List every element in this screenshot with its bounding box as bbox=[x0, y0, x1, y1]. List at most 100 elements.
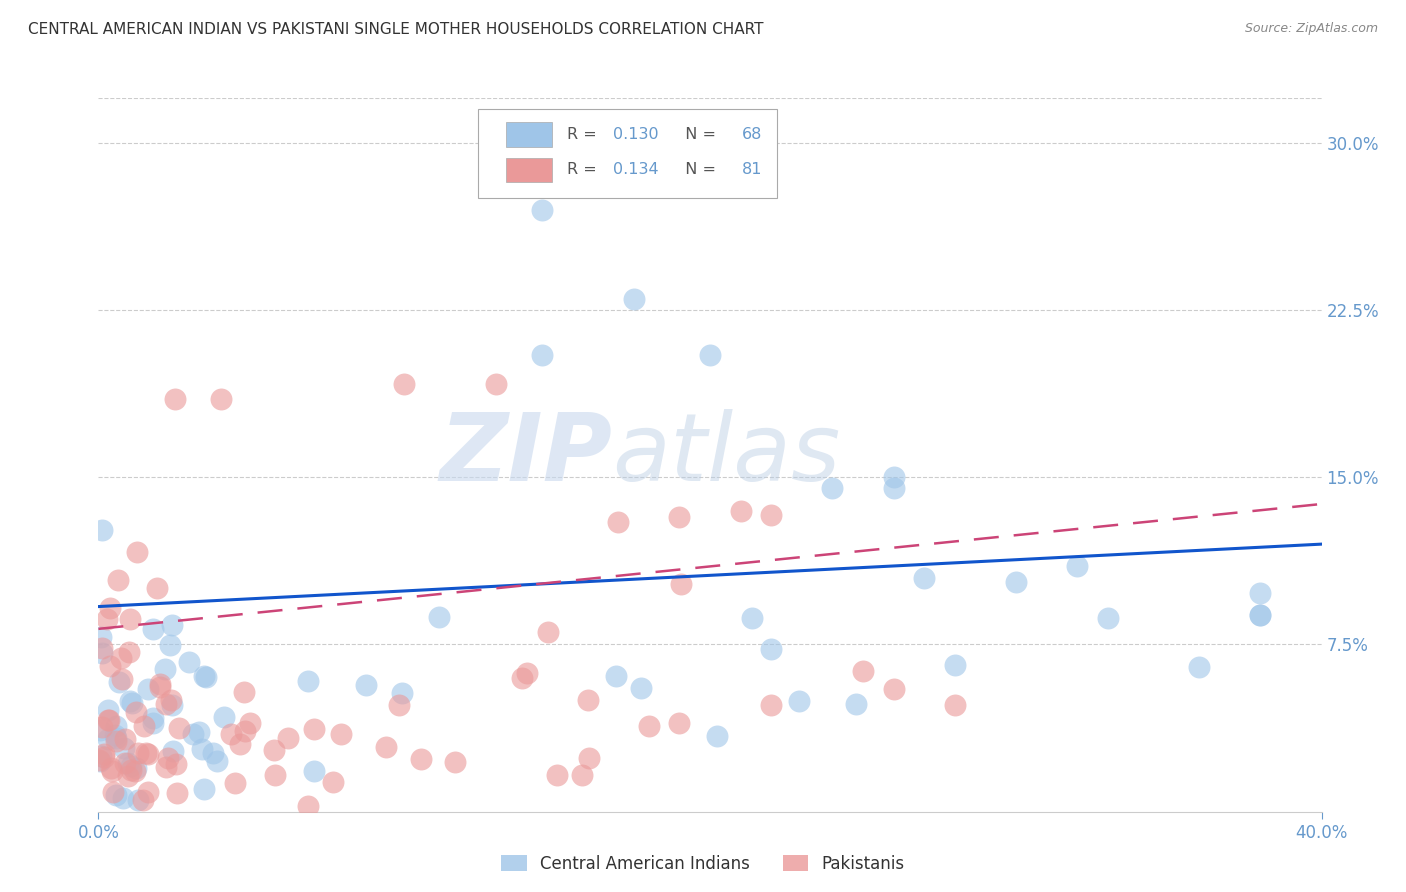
Point bbox=[228, 737, 250, 751]
Point bbox=[97, 713, 120, 727]
Point bbox=[156, 751, 179, 765]
Point bbox=[699, 348, 721, 362]
Point bbox=[943, 698, 966, 712]
Point bbox=[162, 744, 184, 758]
Point bbox=[177, 655, 200, 669]
Point bbox=[135, 746, 157, 760]
Point bbox=[97, 731, 120, 746]
Point bbox=[302, 722, 325, 736]
Point bbox=[409, 752, 432, 766]
Point bbox=[155, 760, 177, 774]
Point bbox=[537, 624, 560, 639]
Point bbox=[136, 747, 159, 761]
Point bbox=[100, 761, 122, 775]
Point bbox=[114, 731, 136, 746]
Point bbox=[120, 611, 142, 625]
Point bbox=[239, 716, 262, 731]
Point bbox=[1249, 608, 1271, 623]
Point bbox=[91, 646, 114, 660]
Point bbox=[159, 693, 181, 707]
Point bbox=[546, 768, 568, 782]
Point bbox=[263, 743, 285, 757]
Point bbox=[104, 728, 127, 742]
Point bbox=[194, 670, 217, 684]
Point bbox=[132, 793, 155, 807]
Point bbox=[142, 711, 165, 725]
Point bbox=[120, 694, 142, 708]
Point bbox=[125, 761, 148, 775]
Point bbox=[571, 767, 593, 781]
Point bbox=[98, 713, 121, 727]
Point bbox=[706, 730, 728, 744]
Point bbox=[759, 508, 782, 523]
Point bbox=[209, 392, 232, 407]
Point bbox=[297, 799, 319, 814]
Point bbox=[232, 684, 254, 698]
Point bbox=[943, 657, 966, 672]
Point bbox=[91, 523, 114, 537]
Point bbox=[510, 671, 533, 685]
Point bbox=[105, 734, 128, 748]
Text: 0.134: 0.134 bbox=[613, 162, 659, 178]
Point bbox=[191, 742, 214, 756]
Point bbox=[97, 703, 120, 717]
Text: 68: 68 bbox=[742, 127, 762, 142]
Point bbox=[193, 781, 215, 796]
Text: N =: N = bbox=[675, 162, 721, 178]
Point bbox=[912, 571, 935, 585]
Point bbox=[668, 510, 690, 524]
Point bbox=[136, 682, 159, 697]
Point bbox=[107, 573, 129, 587]
Point bbox=[159, 638, 181, 652]
Point bbox=[166, 786, 188, 800]
Point bbox=[1249, 608, 1271, 623]
Point bbox=[93, 750, 115, 764]
Point bbox=[429, 609, 451, 624]
Point bbox=[302, 764, 325, 778]
Point bbox=[132, 719, 155, 733]
Point bbox=[852, 664, 875, 678]
Point bbox=[623, 292, 645, 306]
Point bbox=[1188, 660, 1211, 674]
Point bbox=[193, 669, 215, 683]
Point bbox=[89, 754, 111, 768]
Point bbox=[120, 763, 142, 777]
Point bbox=[110, 651, 132, 665]
Point bbox=[530, 348, 553, 362]
Point bbox=[387, 698, 409, 712]
Point bbox=[516, 666, 538, 681]
Point bbox=[1066, 559, 1088, 574]
Point bbox=[759, 698, 782, 712]
Point bbox=[741, 611, 763, 625]
Point bbox=[821, 482, 844, 496]
Point bbox=[90, 640, 112, 655]
Point bbox=[98, 659, 121, 673]
Text: N =: N = bbox=[675, 127, 721, 142]
Point bbox=[91, 720, 114, 734]
Point bbox=[142, 715, 165, 730]
Text: R =: R = bbox=[567, 162, 602, 178]
Point bbox=[630, 681, 652, 696]
Point bbox=[668, 715, 690, 730]
Point bbox=[149, 677, 172, 691]
Text: 0.130: 0.130 bbox=[613, 127, 659, 142]
Point bbox=[125, 544, 148, 558]
Text: CENTRAL AMERICAN INDIAN VS PAKISTANI SINGLE MOTHER HOUSEHOLDS CORRELATION CHART: CENTRAL AMERICAN INDIAN VS PAKISTANI SIN… bbox=[28, 22, 763, 37]
Point bbox=[89, 749, 111, 764]
Point bbox=[219, 727, 242, 741]
Point bbox=[96, 612, 118, 626]
Point bbox=[167, 721, 190, 735]
Point bbox=[233, 723, 256, 738]
Point bbox=[637, 719, 659, 733]
Point bbox=[322, 775, 344, 789]
Point bbox=[297, 674, 319, 689]
Point bbox=[87, 753, 110, 767]
Point bbox=[117, 769, 139, 783]
Point bbox=[443, 755, 465, 769]
Point bbox=[124, 764, 146, 778]
Point bbox=[155, 697, 177, 711]
FancyBboxPatch shape bbox=[478, 109, 778, 198]
Text: 81: 81 bbox=[742, 162, 762, 178]
Point bbox=[212, 709, 235, 723]
Point bbox=[181, 727, 204, 741]
